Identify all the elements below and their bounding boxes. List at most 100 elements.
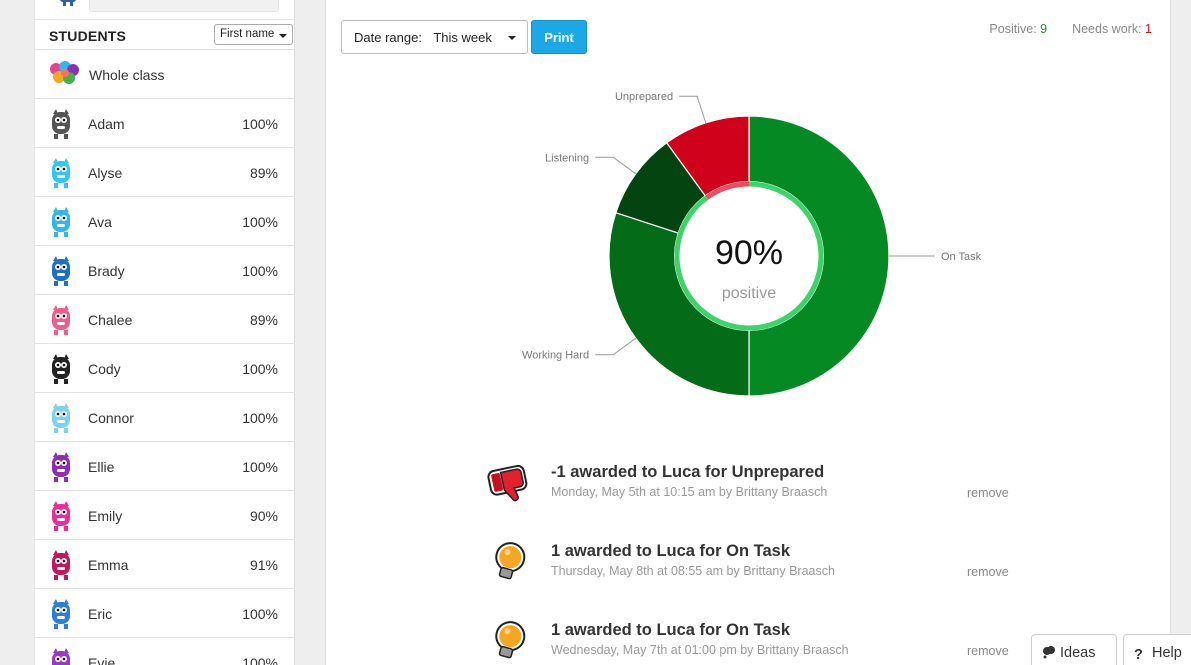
student-name: Adam bbox=[88, 116, 125, 132]
whole-class-icon bbox=[50, 61, 79, 84]
sort-select[interactable]: First name bbox=[214, 24, 293, 45]
negative-ring-arc bbox=[705, 181, 750, 200]
monster-avatar-magenta bbox=[52, 501, 70, 531]
students-sidebar: STUDENTS First name Whole class Adam 100%… bbox=[34, 0, 295, 665]
positive-ring-arc bbox=[674, 181, 824, 331]
question-icon: ? bbox=[1134, 647, 1143, 663]
ideas-button[interactable]: Ideas bbox=[1031, 634, 1117, 665]
feed-item-subtitle: Wednesday, May 7th at 01:00 pm by Britta… bbox=[551, 643, 849, 657]
monster-avatar-cyan bbox=[52, 158, 70, 188]
sidebar-top-strip bbox=[35, 0, 294, 20]
student-row[interactable]: Eric 100% bbox=[35, 589, 294, 638]
student-name: Emily bbox=[88, 508, 123, 524]
report-panel: Date range: This week Print Positive: 9 … bbox=[325, 0, 1171, 665]
student-row[interactable]: Adam 100% bbox=[35, 99, 294, 148]
student-percent: 100% bbox=[242, 116, 278, 132]
help-button[interactable]: ? Help bbox=[1123, 634, 1191, 665]
points-summary: Positive: 9 Needs work: 1 bbox=[989, 22, 1152, 36]
student-list: Adam 100% Alyse 89% Ava 100% Brady 100% Chalee 89… bbox=[35, 99, 294, 665]
student-name: Connor bbox=[88, 410, 134, 426]
student-name: Emma bbox=[88, 557, 129, 573]
student-row[interactable]: Emily 90% bbox=[35, 491, 294, 540]
date-range-select[interactable]: Date range: This week bbox=[341, 20, 528, 54]
student-name: Alyse bbox=[88, 165, 123, 181]
monster-avatar-crimson bbox=[52, 550, 70, 580]
behavior-donut-chart: On Task Working Hard Listening Unprepared 90… bbox=[522, 91, 982, 397]
leader-line bbox=[595, 156, 637, 175]
student-row[interactable]: Ellie 100% bbox=[35, 442, 294, 491]
slice-label: On Task bbox=[941, 251, 982, 263]
feed-item-title: -1 awarded to Luca for Unprepared bbox=[551, 463, 825, 481]
student-row[interactable]: Chalee 89% bbox=[35, 295, 294, 344]
slice-label: Working Hard bbox=[522, 350, 589, 362]
student-row[interactable]: Connor 100% bbox=[35, 393, 294, 442]
whole-class-label: Whole class bbox=[89, 67, 165, 83]
thought-bubble-icon bbox=[1043, 646, 1055, 659]
date-range-label: Date range: bbox=[354, 30, 422, 45]
feed-item: 1 awarded to Luca for On Task Thursday, … bbox=[486, 539, 1026, 599]
positive-label: Positive: bbox=[989, 22, 1037, 36]
monster-avatar-cyan bbox=[52, 207, 70, 237]
leader-line bbox=[595, 337, 637, 356]
students-title: STUDENTS bbox=[49, 28, 127, 44]
student-percent: 100% bbox=[242, 263, 278, 279]
donut-center bbox=[681, 188, 817, 324]
positive-count: 9 bbox=[1040, 22, 1048, 36]
remove-link[interactable]: remove bbox=[967, 486, 1009, 500]
student-percent: 89% bbox=[249, 312, 278, 328]
monster-avatar-purple bbox=[52, 648, 70, 665]
student-percent: 100% bbox=[242, 361, 278, 377]
date-range-value: This week bbox=[433, 30, 492, 45]
student-row[interactable]: Ava 100% bbox=[35, 197, 294, 246]
student-name: Ellie bbox=[88, 459, 115, 475]
student-percent: 91% bbox=[249, 557, 278, 573]
student-row[interactable]: Brady 100% bbox=[35, 246, 294, 295]
lightbulb-icon bbox=[495, 621, 526, 659]
student-name: Evie bbox=[88, 655, 116, 665]
student-row[interactable]: Evie 100% bbox=[35, 638, 294, 665]
leader-line bbox=[679, 95, 707, 124]
chevron-down-icon bbox=[508, 36, 516, 40]
students-header: STUDENTS First name bbox=[35, 20, 294, 50]
feed-item: -1 awarded to Luca for Unprepared Monday… bbox=[486, 460, 1026, 520]
remove-link[interactable]: remove bbox=[967, 644, 1009, 658]
slice-label: Unprepared bbox=[615, 91, 673, 103]
feed-item-subtitle: Thursday, May 8th at 08:55 am by Brittan… bbox=[551, 564, 835, 578]
needs-work-label: Needs work: bbox=[1072, 22, 1142, 36]
monster-avatar-gray bbox=[52, 109, 70, 139]
remove-link[interactable]: remove bbox=[967, 565, 1009, 579]
student-row[interactable]: Emma 91% bbox=[35, 540, 294, 589]
student-percent: 89% bbox=[249, 165, 278, 181]
monster-avatar-purple bbox=[52, 452, 70, 482]
help-label: Help bbox=[1152, 645, 1182, 661]
print-button[interactable]: Print bbox=[531, 20, 587, 54]
student-row[interactable]: Alyse 89% bbox=[35, 148, 294, 197]
class-name-field[interactable] bbox=[89, 0, 279, 12]
ideas-label: Ideas bbox=[1060, 645, 1096, 661]
sort-select-value: First name bbox=[220, 28, 275, 40]
slice-label: Listening bbox=[545, 152, 589, 164]
center-percent: 90% bbox=[715, 234, 783, 272]
monster-avatar-panda bbox=[52, 354, 70, 384]
feed-item: 1 awarded to Luca for On Task Wednesday,… bbox=[486, 618, 1026, 665]
class-avatar-icon bbox=[60, 0, 76, 6]
center-label: positive bbox=[722, 285, 776, 302]
student-name: Eric bbox=[88, 606, 113, 622]
feed-item-title: 1 awarded to Luca for On Task bbox=[551, 621, 791, 639]
student-percent: 100% bbox=[242, 214, 278, 230]
monster-avatar-pink bbox=[52, 305, 70, 335]
student-percent: 100% bbox=[242, 606, 278, 622]
thumbs-down-icon bbox=[487, 464, 528, 502]
feed-item-title: 1 awarded to Luca for On Task bbox=[551, 542, 791, 560]
whole-class-row[interactable]: Whole class bbox=[35, 50, 294, 99]
student-name: Chalee bbox=[88, 312, 133, 328]
student-percent: 90% bbox=[249, 508, 278, 524]
monster-avatar-blue bbox=[52, 599, 70, 629]
student-percent: 100% bbox=[242, 459, 278, 475]
monster-avatar-light-blue bbox=[52, 403, 70, 433]
student-name: Ava bbox=[88, 214, 112, 230]
student-row[interactable]: Cody 100% bbox=[35, 344, 294, 393]
monster-avatar-blue bbox=[52, 256, 70, 286]
student-name: Brady bbox=[88, 263, 125, 279]
student-name: Cody bbox=[88, 361, 121, 377]
